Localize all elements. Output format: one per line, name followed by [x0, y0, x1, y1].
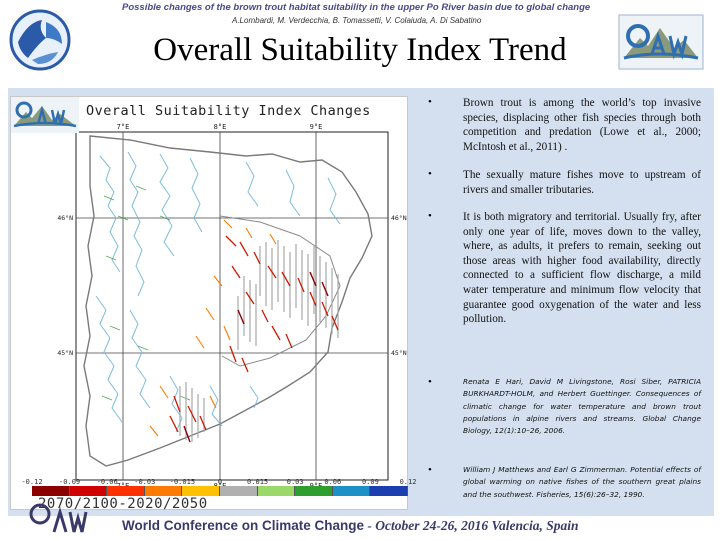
institution-logo-icon	[9, 9, 71, 71]
footer-conference: World Conference on Climate Change - Oct…	[122, 518, 579, 534]
colorbar-segment	[32, 486, 70, 496]
reference-text: Renata E Hari, David M Livingstone, Rosi…	[463, 377, 701, 436]
colorbar	[32, 486, 408, 496]
map-top-tick: 9°E	[310, 123, 323, 131]
colorbar-tick: 0.09	[361, 478, 379, 486]
map-title: Overall Suitability Index Changes	[86, 103, 371, 119]
map-left-tick: 46°N	[57, 214, 73, 222]
reference-text: William J Matthews and Earl G Zimmerman.…	[463, 465, 701, 499]
colorbar-tick: -0.09	[59, 478, 81, 486]
bullet-dot-icon: •	[428, 210, 432, 222]
footer-band	[0, 516, 720, 540]
map-top-tick: 7°E	[117, 123, 130, 131]
footer-conference-date: - October 24-26, 2016 Valencia, Spain	[364, 518, 579, 533]
colorbar-segment	[219, 486, 258, 496]
colorbar-segment	[69, 486, 108, 496]
conference-title: Possible changes of the brown trout habi…	[122, 2, 591, 13]
page-title: Overall Suitability Index Trend	[153, 32, 567, 68]
bullet-dot-icon: •	[428, 96, 432, 108]
colorbar-segment	[182, 486, 220, 496]
suitability-map: 7°E 8°E 9°E 7°E 8°E 9°E 46°N 45°N 46°N 4…	[57, 123, 407, 490]
colorbar-segment	[107, 486, 145, 496]
map-right-tick: 46°N	[391, 214, 407, 222]
map-right-tick: 45°N	[391, 349, 407, 357]
colorbar-tick: 0	[217, 478, 223, 486]
authors-line: A.Lombardi, M. Verdecchia, B. Tomassetti…	[232, 16, 482, 25]
colorbar-tick: -0.03	[134, 478, 156, 486]
figure-logo-icon	[11, 97, 79, 133]
colorbar-tick: 0.12	[399, 478, 417, 486]
colorbar-segment	[295, 486, 333, 496]
colorbar-segment	[257, 486, 296, 496]
map-top-tick: 8°E	[214, 123, 227, 131]
footer-conference-name: World Conference on Climate Change	[122, 518, 365, 533]
bullet-dot-icon: •	[428, 168, 432, 180]
colorbar-segment	[332, 486, 371, 496]
colorbar-tick: -0.06	[96, 478, 118, 486]
colorbar-tick: -0.12	[21, 478, 43, 486]
colorbar-tick: 0.03	[286, 478, 304, 486]
colorbar-tick: -0.015	[169, 478, 196, 486]
bullet-text: Brown trout is among the world’s top inv…	[463, 97, 701, 153]
colorbar-segment	[144, 486, 183, 496]
colorbar-tick: 0.015	[247, 478, 269, 486]
bullet-text: The sexually mature fishes move to upstr…	[463, 169, 701, 196]
bullet-dot-icon: •	[428, 464, 432, 476]
map-left-tick: 45°N	[57, 349, 73, 357]
scenario-period: 2070/2100-2020/2050	[38, 496, 208, 512]
footer-logo-icon	[29, 503, 88, 533]
colorbar-tick: 0.06	[324, 478, 342, 486]
colorbar-ticks: -0.12 -0.09 -0.06 -0.03 -0.015 0 0.015 0…	[21, 478, 418, 487]
bullet-dot-icon: •	[428, 376, 432, 388]
bullet-text: It is both migratory and territorial. Us…	[463, 211, 701, 326]
cetemps-logo-icon	[618, 14, 704, 70]
header-band	[0, 0, 720, 86]
colorbar-segment	[370, 486, 408, 496]
